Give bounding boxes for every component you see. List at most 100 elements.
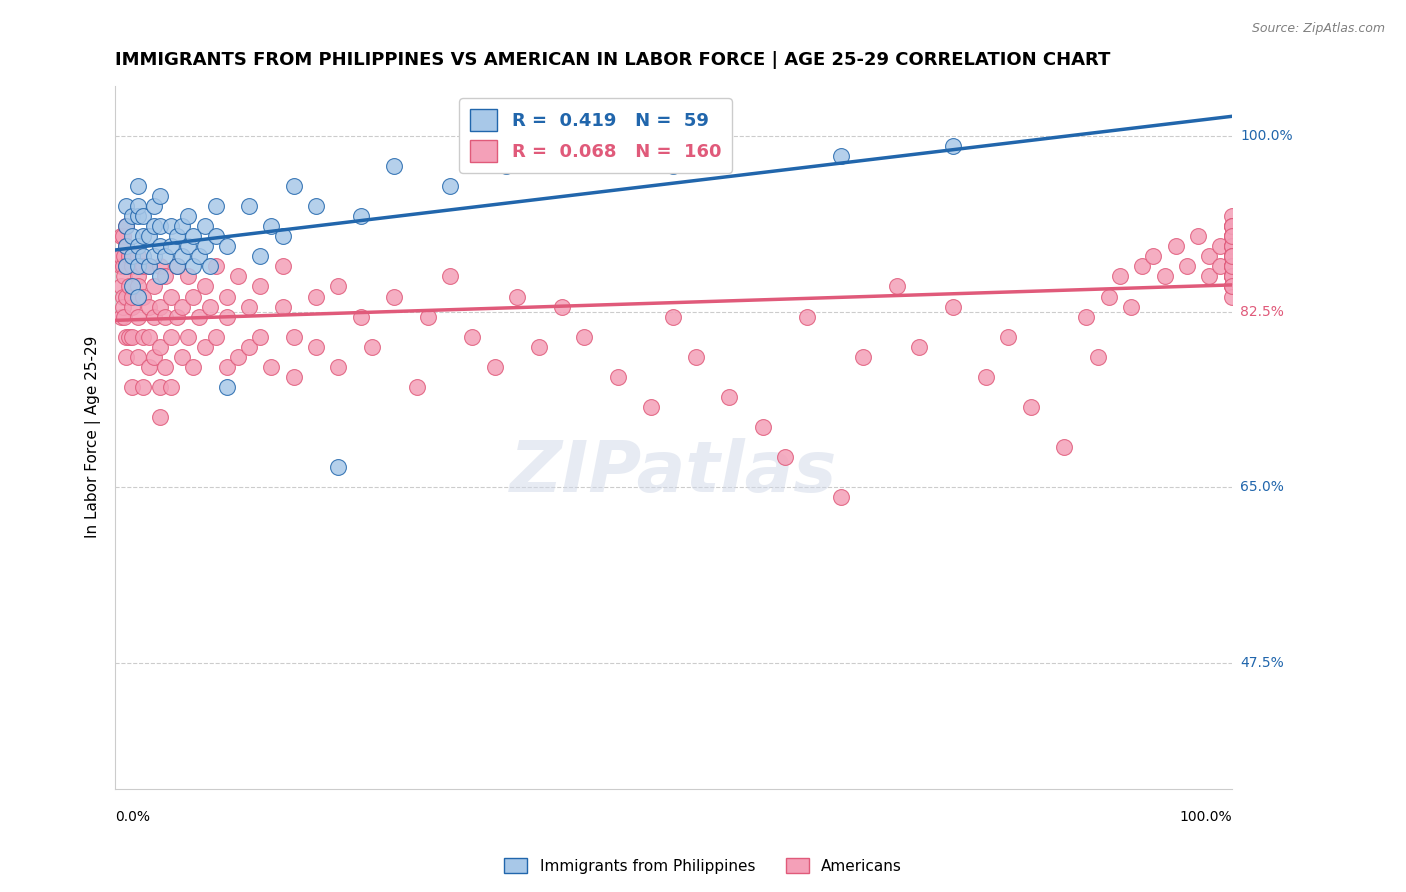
Point — [1220, 269, 1243, 284]
Point — [127, 289, 149, 303]
Point — [204, 199, 226, 213]
Point — [974, 370, 997, 384]
Point — [751, 420, 773, 434]
Point — [204, 329, 226, 343]
Point — [143, 310, 166, 324]
Point — [1220, 209, 1243, 223]
Point — [127, 269, 149, 284]
Point — [305, 289, 328, 303]
Point — [138, 229, 160, 244]
Point — [160, 219, 183, 234]
Point — [143, 219, 166, 234]
Point — [155, 310, 177, 324]
Text: 65.0%: 65.0% — [1240, 481, 1284, 494]
Point — [127, 239, 149, 253]
Point — [1220, 249, 1243, 263]
Point — [115, 260, 138, 274]
Point — [177, 239, 200, 253]
Point — [796, 310, 818, 324]
Point — [484, 359, 506, 374]
Point — [127, 249, 149, 263]
Point — [127, 179, 149, 194]
Point — [127, 279, 149, 293]
Point — [1164, 239, 1187, 253]
Point — [1220, 249, 1243, 263]
Point — [183, 229, 205, 244]
Point — [127, 260, 149, 274]
Point — [1175, 260, 1198, 274]
Point — [1087, 350, 1109, 364]
Point — [121, 279, 143, 293]
Point — [1220, 229, 1243, 244]
Point — [132, 260, 155, 274]
Point — [149, 189, 172, 203]
Point — [121, 300, 143, 314]
Point — [283, 179, 305, 194]
Point — [215, 239, 238, 253]
Point — [551, 300, 574, 314]
Point — [166, 260, 188, 274]
Point — [112, 269, 135, 284]
Point — [193, 279, 215, 293]
Point — [110, 279, 132, 293]
Point — [215, 310, 238, 324]
Point — [1220, 249, 1243, 263]
Point — [177, 269, 200, 284]
Point — [1220, 229, 1243, 244]
Legend: Immigrants from Philippines, Americans: Immigrants from Philippines, Americans — [498, 852, 908, 880]
Point — [1220, 229, 1243, 244]
Point — [830, 491, 852, 505]
Point — [132, 329, 155, 343]
Point — [1198, 269, 1220, 284]
Point — [328, 359, 350, 374]
Point — [149, 219, 172, 234]
Point — [1153, 269, 1175, 284]
Point — [439, 179, 461, 194]
Point — [204, 229, 226, 244]
Point — [160, 289, 183, 303]
Point — [1121, 300, 1143, 314]
Point — [1098, 289, 1121, 303]
Point — [1220, 219, 1243, 234]
Point — [183, 359, 205, 374]
Point — [461, 329, 484, 343]
Point — [238, 340, 260, 354]
Point — [238, 199, 260, 213]
Point — [117, 329, 139, 343]
Point — [132, 289, 155, 303]
Point — [249, 329, 271, 343]
Point — [249, 249, 271, 263]
Point — [1220, 269, 1243, 284]
Text: Source: ZipAtlas.com: Source: ZipAtlas.com — [1251, 22, 1385, 36]
Point — [1209, 260, 1232, 274]
Point — [117, 249, 139, 263]
Point — [1220, 279, 1243, 293]
Point — [1220, 239, 1243, 253]
Point — [112, 249, 135, 263]
Point — [238, 300, 260, 314]
Point — [143, 279, 166, 293]
Point — [115, 199, 138, 213]
Point — [852, 350, 875, 364]
Point — [172, 219, 194, 234]
Text: IMMIGRANTS FROM PHILIPPINES VS AMERICAN IN LABOR FORCE | AGE 25-29 CORRELATION C: IMMIGRANTS FROM PHILIPPINES VS AMERICAN … — [115, 51, 1111, 69]
Point — [121, 260, 143, 274]
Point — [127, 209, 149, 223]
Point — [1187, 229, 1209, 244]
Point — [155, 269, 177, 284]
Point — [110, 229, 132, 244]
Point — [328, 460, 350, 475]
Point — [260, 219, 283, 234]
Point — [112, 310, 135, 324]
Point — [1220, 260, 1243, 274]
Point — [127, 350, 149, 364]
Point — [271, 260, 294, 274]
Point — [941, 300, 963, 314]
Point — [1220, 239, 1243, 253]
Point — [1220, 229, 1243, 244]
Point — [132, 380, 155, 394]
Point — [110, 310, 132, 324]
Point — [718, 390, 741, 404]
Point — [382, 289, 405, 303]
Point — [111, 300, 134, 314]
